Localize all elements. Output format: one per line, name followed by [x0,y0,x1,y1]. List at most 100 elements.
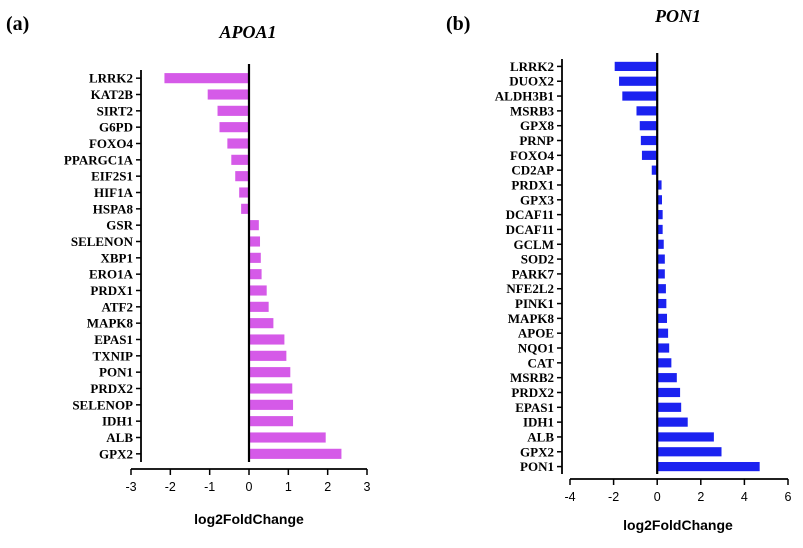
bar-xbp1 [249,252,261,263]
category-label: ALB [106,430,133,445]
bar-gpx8 [639,121,658,131]
category-label: MAPK8 [87,316,134,331]
bar-pink1 [657,298,667,309]
bar-kat2b [207,89,249,100]
bar-foxo4 [227,138,249,149]
category-label: ERO1A [89,267,134,282]
category-label: GPX3 [520,192,554,207]
category-label: PRNP [519,133,554,148]
category-label: SOD2 [521,252,554,267]
category-label: DCAF11 [506,222,554,237]
bar-dcaf11 [657,210,663,220]
category-label: GCLM [514,237,554,252]
category-label: ATF2 [101,299,133,314]
bar-gclm [657,239,664,249]
bar-prnp [640,135,658,146]
bar-txnip [249,350,287,361]
category-label: GPX8 [520,118,554,133]
bar-msrb3 [636,106,658,116]
bar-idh1 [657,417,688,427]
category-label: PINK1 [515,296,554,311]
category-label: PON1 [520,459,554,474]
panel-a-letter: (a) [6,13,29,35]
bar-eif2s1 [235,171,249,182]
bar-dcaf11 [657,224,663,235]
category-label: FOXO4 [510,148,555,163]
bar-gpx2 [657,447,722,457]
category-label: MSRB3 [510,103,555,118]
category-label: CD2AP [511,163,554,178]
category-label: EIF2S1 [91,169,133,184]
chart-b: LRRK2DUOX2ALDH3B1MSRB3GPX8PRNPFOXO4CD2AP… [495,53,792,533]
bar-aldh3b1 [622,91,658,101]
bar-ero1a [249,269,262,280]
bar-msrb2 [657,373,677,383]
bar-duox2 [619,76,658,86]
category-label: PRDX1 [511,177,554,192]
bar-cat [657,358,672,368]
x-tick-label: 2 [324,480,331,494]
x-tick-label: 3 [364,480,371,494]
bar-pon1 [249,367,291,378]
x-axis-label: log2FoldChange [623,517,733,533]
bar-lrrk2 [164,73,249,84]
category-label: HIF1A [94,185,134,200]
x-tick-label: 4 [741,490,748,504]
x-tick-label: -1 [204,480,215,494]
category-label: PON1 [99,365,133,380]
category-label: SELENOP [72,397,133,412]
category-label: ALDH3B1 [495,89,554,104]
category-label: PRDX2 [90,381,133,396]
category-label: TXNIP [93,348,134,363]
category-label: PRDX1 [90,283,133,298]
bar-selenon [249,236,261,247]
category-label: DCAF11 [506,207,554,222]
panel-a-title: APOA1 [218,22,276,42]
panel-b-title: PON1 [654,6,701,26]
bar-epas1 [249,334,285,345]
bar-mapk8 [657,313,668,323]
category-label: PRDX2 [511,385,554,400]
category-label: GPX2 [99,446,133,461]
category-label: APOE [518,326,554,341]
bar-sirt2 [217,105,249,116]
category-label: EPAS1 [515,400,554,415]
category-label: LRRK2 [510,59,554,74]
bar-prdx2 [249,383,293,394]
category-label: G6PD [99,120,133,135]
x-tick-label: 6 [785,490,792,504]
bar-hspa8 [241,203,249,214]
bar-nfe2l2 [657,284,666,294]
bar-gpx2 [249,448,342,459]
category-label: SIRT2 [97,103,133,118]
category-label: MAPK8 [508,311,555,326]
bar-park7 [657,269,665,279]
category-label: NQO1 [518,341,554,356]
category-label: IDH1 [102,414,133,429]
category-label: GSR [106,218,133,233]
bar-pon1 [657,461,760,472]
category-label: SELENON [71,234,134,249]
bar-sod2 [657,254,665,264]
bar-epas1 [657,402,682,412]
category-label: CAT [528,355,555,370]
bar-foxo4 [641,150,658,160]
bar-prdx1 [657,180,662,190]
category-label: FOXO4 [89,136,134,151]
x-tick-label: 0 [654,490,661,504]
category-label: MSRB2 [510,370,554,385]
bar-hif1a [239,187,249,198]
bar-mapk8 [249,318,274,329]
category-label: XBP1 [101,250,134,265]
bar-selenop [249,399,294,410]
bar-lrrk2 [614,61,658,72]
bar-prdx2 [657,387,681,398]
bar-atf2 [249,301,269,312]
category-label: IDH1 [523,415,554,430]
x-tick-label: -4 [564,490,575,504]
category-label: HSPA8 [93,201,134,216]
bar-apoe [657,328,669,338]
x-tick-label: 2 [697,490,704,504]
